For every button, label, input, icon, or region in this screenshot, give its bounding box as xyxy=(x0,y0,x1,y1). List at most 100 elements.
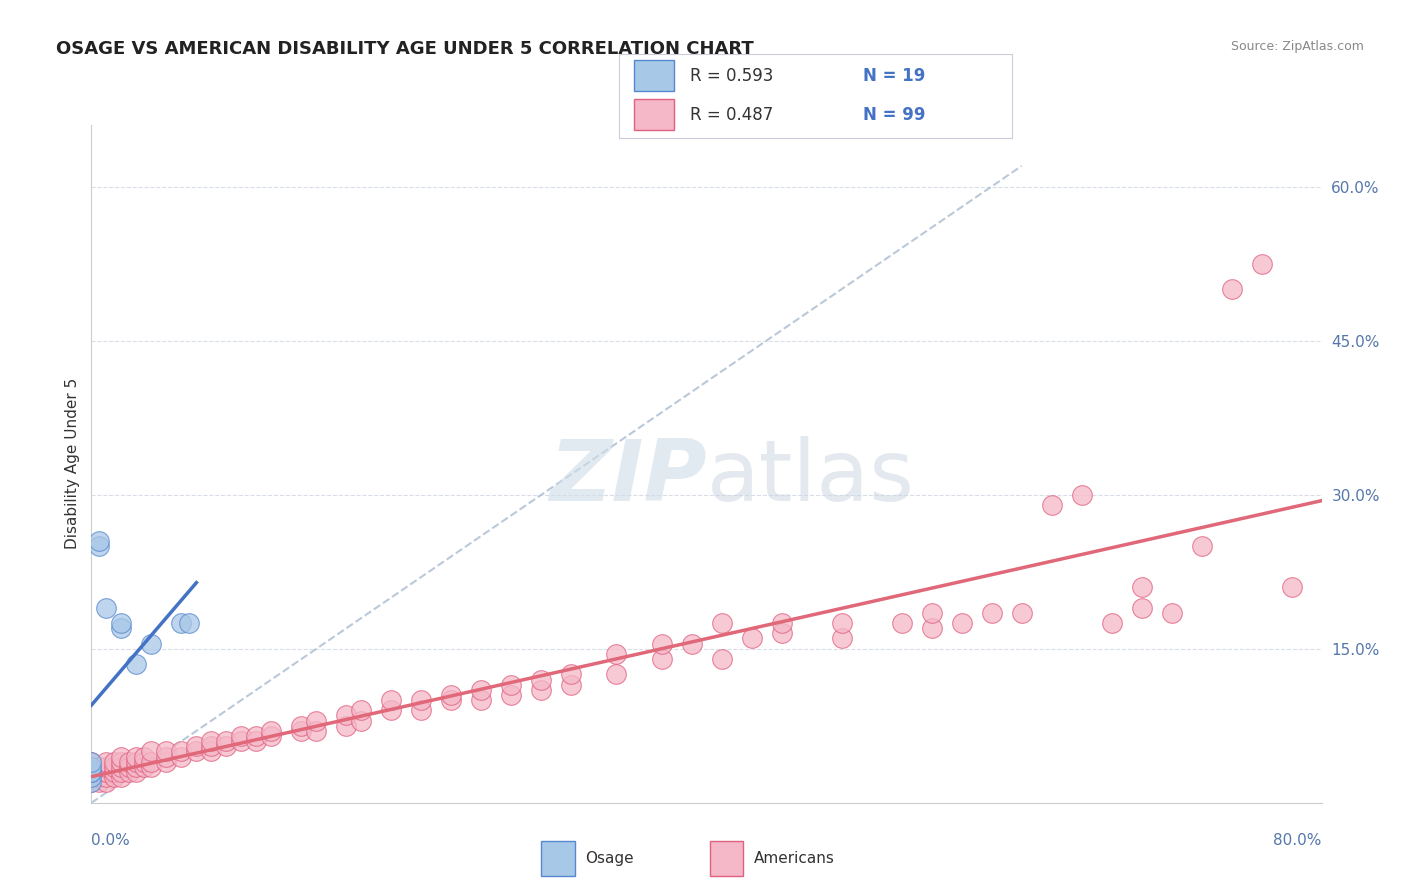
Point xyxy=(470,693,492,707)
Point xyxy=(710,615,733,630)
Point xyxy=(186,739,208,754)
Point xyxy=(231,729,253,743)
Text: OSAGE VS AMERICAN DISABILITY AGE UNDER 5 CORRELATION CHART: OSAGE VS AMERICAN DISABILITY AGE UNDER 5… xyxy=(56,40,754,58)
FancyBboxPatch shape xyxy=(634,61,673,91)
Point xyxy=(125,749,148,764)
Point xyxy=(950,615,973,630)
Point xyxy=(380,703,402,717)
Point xyxy=(141,744,163,758)
FancyBboxPatch shape xyxy=(710,841,744,876)
Point xyxy=(1130,600,1153,615)
Point xyxy=(87,760,110,774)
Point xyxy=(260,723,283,738)
Point xyxy=(215,739,238,754)
Point xyxy=(96,775,118,789)
Point xyxy=(921,621,943,635)
Point xyxy=(87,764,110,779)
Point xyxy=(1250,256,1272,270)
Point xyxy=(770,615,793,630)
Point xyxy=(103,770,125,784)
Point xyxy=(80,764,103,779)
Point xyxy=(710,652,733,666)
Point xyxy=(186,744,208,758)
Y-axis label: Disability Age Under 5: Disability Age Under 5 xyxy=(65,378,80,549)
Point xyxy=(96,755,118,769)
Point xyxy=(177,615,200,630)
Point xyxy=(215,734,238,748)
Point xyxy=(335,719,357,733)
Point xyxy=(1220,282,1243,296)
Point xyxy=(650,652,672,666)
Point xyxy=(80,764,103,779)
Point xyxy=(125,764,148,779)
Point xyxy=(96,770,118,784)
Point xyxy=(605,647,627,661)
Point xyxy=(200,739,222,754)
Point xyxy=(1101,615,1123,630)
Point xyxy=(80,760,103,774)
Point xyxy=(305,714,328,728)
Point xyxy=(103,760,125,774)
Point xyxy=(605,667,627,681)
Point xyxy=(132,749,155,764)
Point xyxy=(80,760,103,774)
Point xyxy=(1040,498,1063,512)
Point xyxy=(110,760,132,774)
Point xyxy=(501,688,523,702)
Point xyxy=(80,770,103,784)
Text: 80.0%: 80.0% xyxy=(1274,833,1322,848)
Point xyxy=(170,749,193,764)
Text: ZIP: ZIP xyxy=(548,436,706,519)
Point xyxy=(290,719,312,733)
Point xyxy=(411,693,433,707)
Point xyxy=(155,744,177,758)
Point xyxy=(125,657,148,672)
Point xyxy=(80,764,103,779)
Point xyxy=(125,760,148,774)
Point xyxy=(501,678,523,692)
Point xyxy=(470,682,492,697)
Point xyxy=(87,770,110,784)
Point xyxy=(770,626,793,640)
Point xyxy=(96,764,118,779)
FancyBboxPatch shape xyxy=(634,99,673,130)
Point xyxy=(103,755,125,769)
Point xyxy=(155,755,177,769)
Point xyxy=(350,703,373,717)
Point xyxy=(132,755,155,769)
Point xyxy=(110,755,132,769)
Point xyxy=(170,615,193,630)
Point xyxy=(170,744,193,758)
Text: Source: ZipAtlas.com: Source: ZipAtlas.com xyxy=(1230,40,1364,54)
Point xyxy=(1130,580,1153,594)
Point xyxy=(96,760,118,774)
Text: Americans: Americans xyxy=(754,851,835,866)
Text: N = 19: N = 19 xyxy=(863,67,925,85)
Point xyxy=(1281,580,1303,594)
Text: R = 0.487: R = 0.487 xyxy=(689,105,773,123)
Point xyxy=(335,708,357,723)
Point xyxy=(231,734,253,748)
Point xyxy=(530,673,553,687)
Point xyxy=(1011,606,1033,620)
Point xyxy=(80,770,103,784)
Point xyxy=(80,755,103,769)
Text: R = 0.593: R = 0.593 xyxy=(689,67,773,85)
Point xyxy=(831,615,853,630)
Point xyxy=(155,749,177,764)
Point xyxy=(650,637,672,651)
Point xyxy=(350,714,373,728)
Point xyxy=(245,729,267,743)
Point xyxy=(110,764,132,779)
Point xyxy=(1070,488,1092,502)
Point xyxy=(110,770,132,784)
Point xyxy=(110,621,132,635)
Point xyxy=(831,632,853,646)
Point xyxy=(80,775,103,789)
Point xyxy=(921,606,943,620)
Point xyxy=(141,637,163,651)
Point xyxy=(87,533,110,548)
Point xyxy=(200,744,222,758)
Point xyxy=(890,615,912,630)
Point xyxy=(530,682,553,697)
